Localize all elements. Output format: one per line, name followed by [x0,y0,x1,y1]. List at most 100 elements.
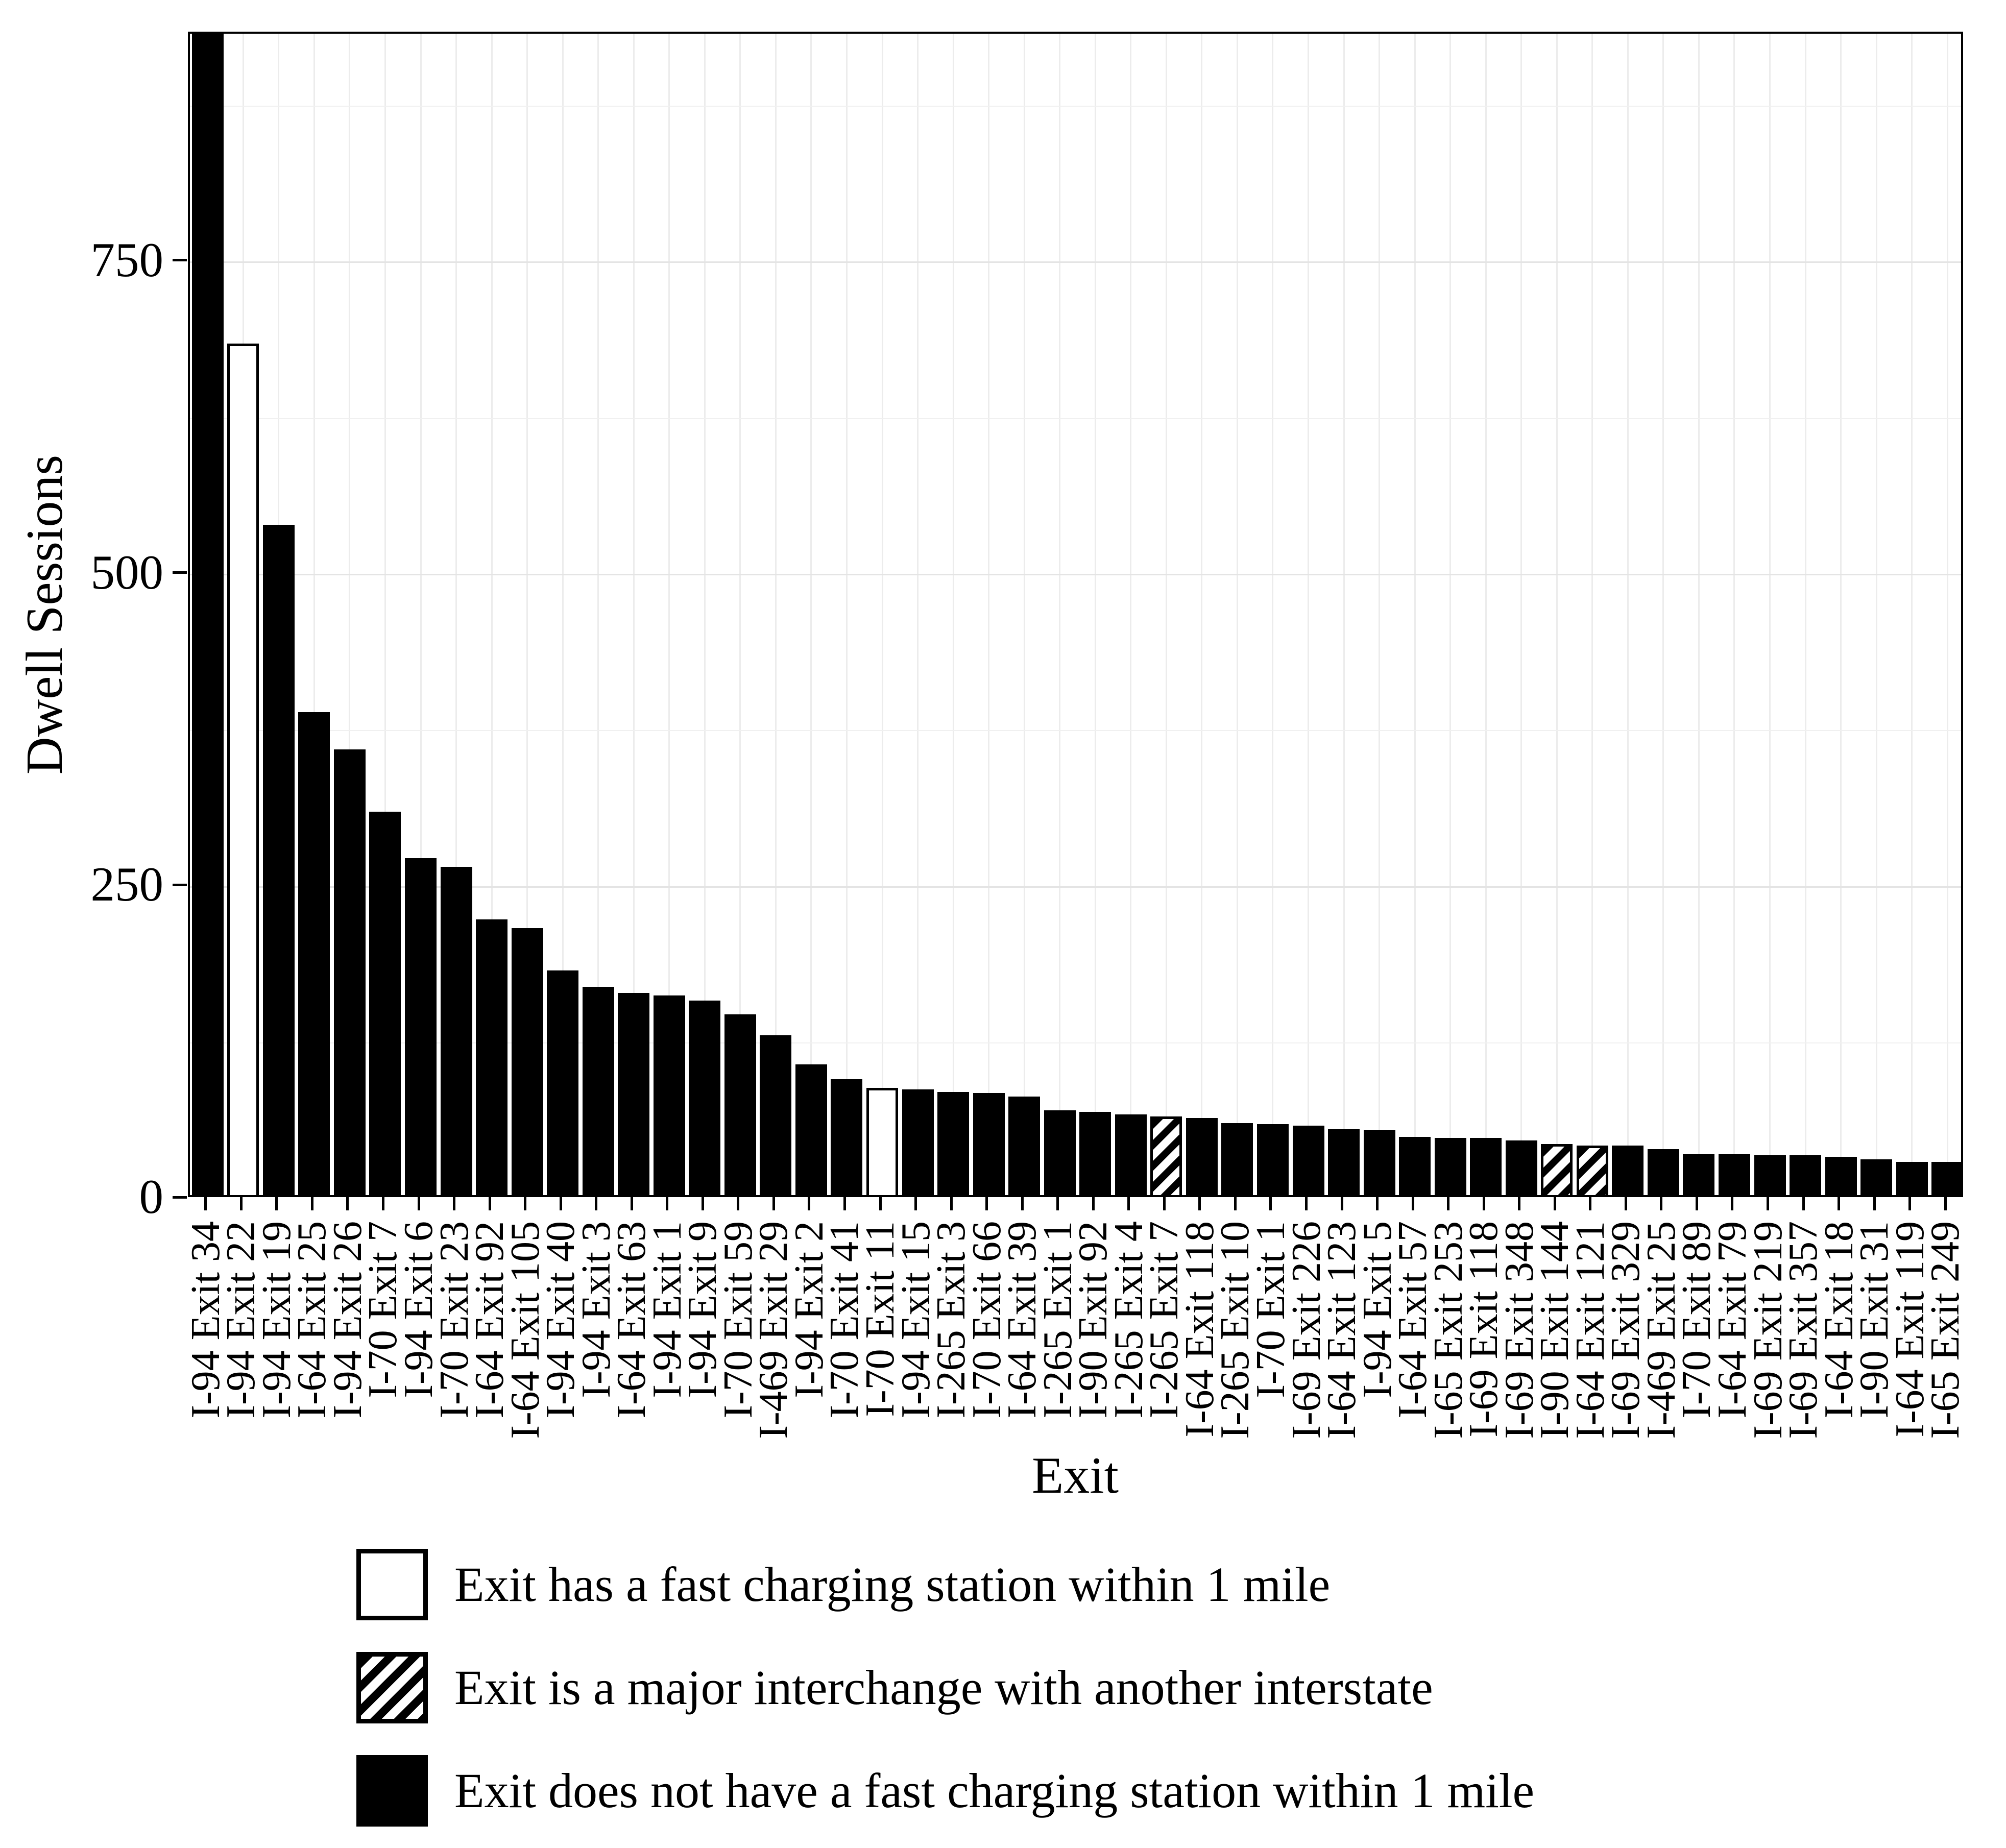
bar [1008,1097,1041,1195]
x-tick [1021,1197,1024,1210]
bar [298,712,330,1195]
x-tick [1518,1197,1521,1210]
vertical-gridline [491,34,493,1195]
x-tick [701,1197,704,1210]
vertical-gridline [384,34,386,1195]
legend-item-no_station: Exit does not have a fast charging stati… [356,1755,1534,1827]
x-tick [1767,1197,1770,1210]
x-tick [595,1197,598,1210]
bar [1256,1124,1289,1195]
major-gridline [190,886,1961,888]
vertical-gridline [1875,34,1877,1195]
bar [937,1092,970,1195]
vertical-gridline [917,34,919,1195]
vertical-gridline [1308,34,1309,1195]
vertical-gridline [1485,34,1487,1195]
bar [653,995,685,1195]
bar [724,1014,756,1195]
x-axis-title: Exit [1032,1447,1119,1504]
x-tick [1553,1197,1556,1210]
vertical-gridline [1449,34,1452,1195]
vertical-gridline [349,34,351,1195]
bar [1434,1138,1466,1195]
x-tick [1234,1197,1237,1210]
x-tick [914,1197,917,1210]
bar [1186,1118,1218,1195]
x-tick [1411,1197,1414,1210]
vertical-gridline [1236,34,1238,1195]
x-tick [1838,1197,1841,1210]
vertical-gridline [845,34,848,1195]
x-tick [275,1197,278,1210]
x-tick [1731,1197,1734,1210]
bar [227,344,259,1195]
vertical-gridline [704,34,706,1195]
vertical-gridline [1520,34,1522,1195]
vertical-gridline [1023,34,1025,1195]
vertical-gridline [1662,34,1664,1195]
minor-gridline [190,105,1961,107]
bar [511,928,543,1195]
bar [1576,1146,1608,1195]
bar [1115,1114,1147,1195]
x-tick [1695,1197,1698,1210]
y-tick [173,883,187,886]
vertical-gridline [1165,34,1167,1195]
x-tick [1873,1197,1876,1210]
vertical-gridline [1769,34,1771,1195]
x-tick [843,1197,846,1210]
x-tick [1908,1197,1912,1210]
bar [1292,1126,1324,1195]
vertical-gridline [1201,34,1203,1195]
vertical-gridline [952,34,954,1195]
bar [1150,1116,1182,1195]
bar [795,1064,827,1195]
x-tick [1305,1197,1308,1210]
bar [1221,1123,1253,1195]
x-tick [1589,1197,1592,1210]
major-gridline [190,574,1961,575]
bar [1328,1129,1360,1195]
minor-gridline [190,1042,1961,1044]
bar [1825,1157,1857,1195]
y-tick-label: 0 [139,1170,164,1224]
bar [1931,1162,1961,1195]
x-tick [630,1197,633,1210]
vertical-gridline [1414,34,1416,1195]
vertical-gridline [420,34,422,1195]
x-tick [1198,1197,1201,1210]
x-tick [239,1197,243,1210]
legend-swatch-no_station [356,1755,428,1827]
bar [831,1079,863,1195]
legend-swatch-has_station [356,1549,428,1620]
x-tick [1376,1197,1379,1210]
x-tick [1163,1197,1166,1210]
vertical-gridline [668,34,670,1195]
y-axis-title: Dwell Sessions [16,454,74,774]
bar [405,858,437,1195]
y-tick-label: 750 [90,232,164,287]
x-tick [524,1197,527,1210]
x-tick [453,1197,456,1210]
x-tick [1802,1197,1805,1210]
legend-item-has_station: Exit has a fast charging station within … [356,1549,1330,1620]
x-tick [488,1197,491,1210]
vertical-gridline [810,34,812,1195]
minor-gridline [190,418,1961,419]
x-tick [950,1197,953,1210]
vertical-gridline [1840,34,1842,1195]
vertical-gridline [1804,34,1806,1195]
legend-label: Exit has a fast charging station within … [454,1557,1331,1612]
bar [369,812,401,1195]
y-tick-label: 250 [90,857,164,912]
bar [1505,1140,1537,1195]
vertical-gridline [1627,34,1629,1195]
vertical-gridline [988,34,990,1195]
bar [618,993,650,1195]
x-tick [1092,1197,1095,1210]
x-tick [417,1197,420,1210]
x-tick [879,1197,882,1210]
x-tick [559,1197,562,1210]
bar [1896,1162,1928,1195]
bar [1044,1110,1076,1195]
